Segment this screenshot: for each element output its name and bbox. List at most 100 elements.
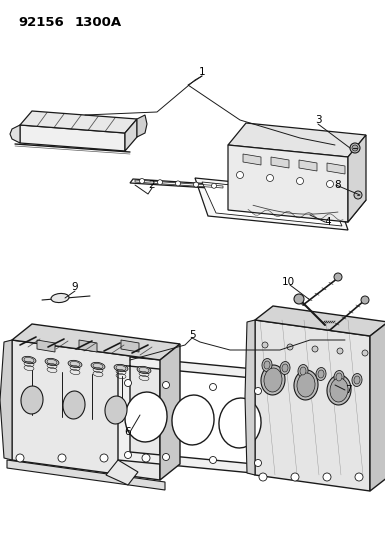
Polygon shape	[10, 125, 20, 143]
Ellipse shape	[280, 361, 290, 375]
Circle shape	[350, 143, 360, 153]
Ellipse shape	[21, 386, 43, 414]
Circle shape	[16, 454, 24, 462]
Polygon shape	[327, 163, 345, 174]
Circle shape	[337, 348, 343, 354]
Polygon shape	[137, 115, 147, 137]
Circle shape	[124, 451, 132, 458]
Ellipse shape	[105, 396, 127, 424]
Circle shape	[291, 473, 299, 481]
Circle shape	[362, 350, 368, 356]
Circle shape	[236, 172, 243, 179]
Circle shape	[176, 181, 181, 186]
Text: 7: 7	[345, 385, 351, 395]
Ellipse shape	[91, 362, 105, 370]
Circle shape	[209, 384, 216, 391]
Polygon shape	[125, 119, 137, 151]
Polygon shape	[255, 306, 385, 336]
Ellipse shape	[294, 370, 318, 400]
Text: 2: 2	[149, 180, 155, 190]
Polygon shape	[195, 178, 348, 230]
Polygon shape	[121, 340, 139, 352]
Circle shape	[100, 454, 108, 462]
Polygon shape	[370, 322, 385, 491]
Polygon shape	[79, 340, 97, 352]
Ellipse shape	[68, 360, 82, 368]
Text: 8: 8	[335, 180, 341, 190]
Text: 4: 4	[325, 217, 331, 227]
Text: 9: 9	[72, 282, 78, 292]
Circle shape	[262, 342, 268, 348]
Polygon shape	[271, 157, 289, 168]
Ellipse shape	[330, 378, 348, 402]
Circle shape	[162, 382, 169, 389]
Ellipse shape	[300, 367, 306, 375]
Ellipse shape	[219, 398, 261, 448]
Circle shape	[254, 387, 261, 394]
Circle shape	[124, 379, 132, 386]
Polygon shape	[106, 460, 138, 485]
Circle shape	[312, 346, 318, 352]
Circle shape	[323, 473, 331, 481]
Circle shape	[294, 294, 304, 304]
Circle shape	[352, 145, 358, 151]
Ellipse shape	[45, 358, 59, 366]
Polygon shape	[228, 123, 366, 157]
Circle shape	[139, 179, 144, 183]
Circle shape	[361, 296, 369, 304]
Circle shape	[355, 473, 363, 481]
Polygon shape	[299, 160, 317, 171]
Circle shape	[157, 180, 162, 185]
Text: 1: 1	[199, 67, 205, 77]
Polygon shape	[20, 125, 125, 151]
Polygon shape	[12, 324, 180, 360]
Polygon shape	[160, 344, 180, 480]
Ellipse shape	[354, 376, 360, 384]
Circle shape	[162, 454, 169, 461]
Circle shape	[296, 177, 303, 184]
Ellipse shape	[327, 375, 351, 405]
Ellipse shape	[352, 374, 362, 386]
Circle shape	[354, 191, 362, 199]
Ellipse shape	[22, 357, 36, 364]
Ellipse shape	[264, 361, 270, 369]
Polygon shape	[20, 111, 137, 133]
Ellipse shape	[51, 294, 69, 303]
Ellipse shape	[63, 391, 85, 419]
Polygon shape	[255, 320, 370, 491]
Text: 1300A: 1300A	[75, 16, 122, 29]
Polygon shape	[228, 145, 348, 222]
Polygon shape	[130, 179, 228, 189]
Ellipse shape	[334, 370, 344, 383]
Text: 10: 10	[281, 277, 295, 287]
Polygon shape	[202, 182, 342, 226]
Ellipse shape	[298, 365, 308, 377]
Polygon shape	[228, 188, 366, 222]
Ellipse shape	[316, 368, 326, 381]
Ellipse shape	[114, 365, 128, 372]
Ellipse shape	[297, 373, 315, 397]
Circle shape	[211, 183, 216, 188]
Circle shape	[334, 273, 342, 281]
Text: 3: 3	[315, 115, 321, 125]
Polygon shape	[118, 357, 275, 474]
Ellipse shape	[137, 366, 151, 374]
Polygon shape	[37, 340, 55, 352]
Polygon shape	[12, 340, 160, 480]
Ellipse shape	[262, 359, 272, 372]
Circle shape	[254, 459, 261, 466]
Ellipse shape	[282, 364, 288, 372]
Polygon shape	[243, 154, 261, 165]
Circle shape	[326, 181, 333, 188]
Circle shape	[194, 182, 199, 187]
Circle shape	[209, 456, 216, 464]
Polygon shape	[7, 460, 165, 490]
Text: 6: 6	[125, 427, 131, 437]
Text: 5: 5	[189, 330, 195, 340]
Ellipse shape	[336, 373, 342, 381]
Ellipse shape	[125, 392, 167, 442]
Ellipse shape	[172, 395, 214, 445]
Circle shape	[287, 344, 293, 350]
Circle shape	[58, 454, 66, 462]
Polygon shape	[245, 320, 255, 475]
